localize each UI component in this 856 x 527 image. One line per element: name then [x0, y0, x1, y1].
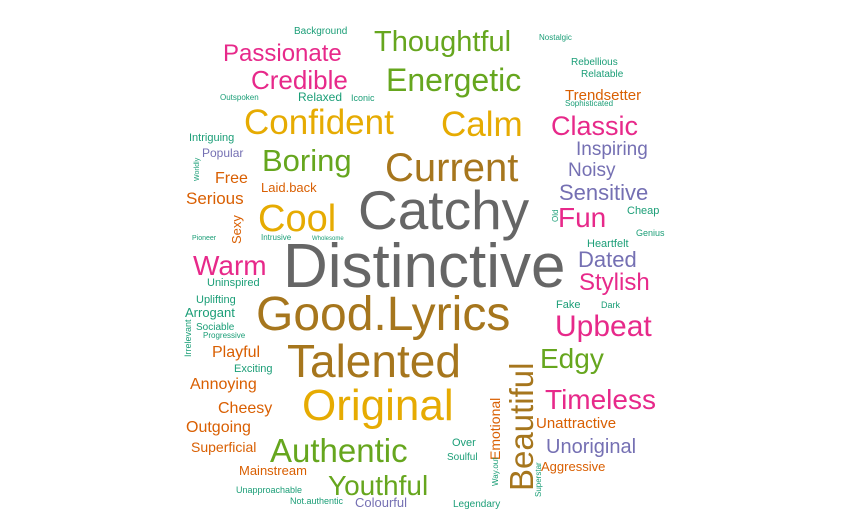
- word-trendsetter: Trendsetter: [565, 87, 641, 104]
- word-popular: Popular: [202, 146, 243, 160]
- word-pioneer: Pioneer: [192, 235, 217, 242]
- word-outspoken: Outspoken: [220, 93, 259, 102]
- word-stylish: Stylish: [579, 269, 650, 296]
- word-relatable: Relatable: [581, 69, 624, 80]
- word-genius: Genius: [636, 228, 665, 238]
- word-credible: Credible: [251, 65, 348, 95]
- word-warm: Warm: [193, 250, 267, 281]
- word-sociable: Sociable: [196, 322, 235, 333]
- word-passionate: Passionate: [223, 40, 342, 67]
- word-original: Original: [302, 381, 454, 430]
- word-progressive: Progressive: [203, 331, 246, 340]
- word-serious: Serious: [186, 189, 244, 208]
- word-relaxed: Relaxed: [298, 90, 342, 104]
- word-heartfelt: Heartfelt: [587, 238, 629, 250]
- word-wholesome: Wholesome: [312, 236, 344, 242]
- word-free: Free: [215, 170, 248, 187]
- word-confident: Confident: [244, 103, 394, 142]
- word-talented: Talented: [287, 335, 461, 387]
- word-irrelevant: Irrelevant: [183, 319, 193, 357]
- word-distinctive: Distinctive: [283, 232, 566, 301]
- word-catchy: Catchy: [358, 179, 530, 241]
- word-nostalgic: Nostalgic: [539, 33, 572, 42]
- word-old: Old: [551, 210, 560, 222]
- word-laid-back: Laid.back: [261, 180, 317, 195]
- word-soulful: Soulful: [447, 452, 478, 463]
- word-emotional: Emotional: [487, 398, 503, 460]
- word-cool: Cool: [258, 198, 336, 240]
- word-superficial: Superficial: [191, 439, 256, 455]
- word-inspiring: Inspiring: [576, 139, 648, 160]
- word-uninspired: Uninspired: [207, 277, 260, 289]
- word-noisy: Noisy: [568, 160, 616, 181]
- word-fake: Fake: [556, 299, 580, 311]
- word-iconic: Iconic: [351, 93, 375, 103]
- word-youthful: Youthful: [328, 470, 428, 501]
- word-dark: Dark: [601, 300, 621, 310]
- word-unapproachable: Unapproachable: [236, 485, 302, 495]
- word-beautiful: Beautiful: [503, 363, 540, 491]
- word-aggressive: Aggressive: [541, 459, 605, 474]
- word-not-authentic: Not.authentic: [290, 496, 344, 506]
- word-fun: Fun: [558, 202, 606, 233]
- word-intrusive: Intrusive: [261, 233, 292, 242]
- word-boring: Boring: [262, 143, 352, 178]
- word-outgoing: Outgoing: [186, 419, 251, 436]
- word-upbeat: Upbeat: [555, 310, 652, 343]
- word-uplifting: Uplifting: [196, 294, 236, 306]
- word-way-out: Way.out: [491, 457, 500, 486]
- word-arrogant: Arrogant: [185, 305, 235, 320]
- word-mainstream: Mainstream: [239, 463, 307, 478]
- word-cheap: Cheap: [627, 205, 659, 217]
- word-annoying: Annoying: [190, 376, 257, 393]
- word-timeless: Timeless: [545, 384, 656, 415]
- word-sensitive: Sensitive: [559, 180, 648, 205]
- word-dated: Dated: [578, 247, 637, 272]
- word-authentic: Authentic: [270, 432, 408, 469]
- word-colourful: Colourful: [355, 495, 407, 510]
- word-superstar: Superstar: [534, 462, 543, 497]
- word-edgy: Edgy: [540, 343, 604, 374]
- word-over: Over: [452, 437, 476, 449]
- word-sophisticated: Sophisticated: [565, 99, 613, 108]
- word-worldly: Worldly: [194, 157, 201, 181]
- word-intriguing: Intriguing: [189, 132, 234, 144]
- word-good-lyrics: Good.Lyrics: [256, 288, 510, 341]
- word-rebellious: Rebellious: [571, 57, 618, 68]
- word-current: Current: [385, 146, 518, 190]
- word-unattractive: Unattractive: [536, 415, 616, 432]
- word-sexy: Sexy: [229, 215, 244, 244]
- word-thoughtful: Thoughtful: [374, 26, 511, 58]
- word-exciting: Exciting: [234, 363, 273, 375]
- word-unoriginal: Unoriginal: [546, 436, 636, 458]
- word-energetic: Energetic: [386, 62, 521, 98]
- word-legendary: Legendary: [453, 499, 500, 510]
- word-calm: Calm: [441, 105, 523, 144]
- word-playful: Playful: [212, 344, 260, 361]
- word-classic: Classic: [551, 111, 638, 141]
- word-background: Background: [294, 26, 347, 37]
- word-cheesy: Cheesy: [218, 400, 272, 417]
